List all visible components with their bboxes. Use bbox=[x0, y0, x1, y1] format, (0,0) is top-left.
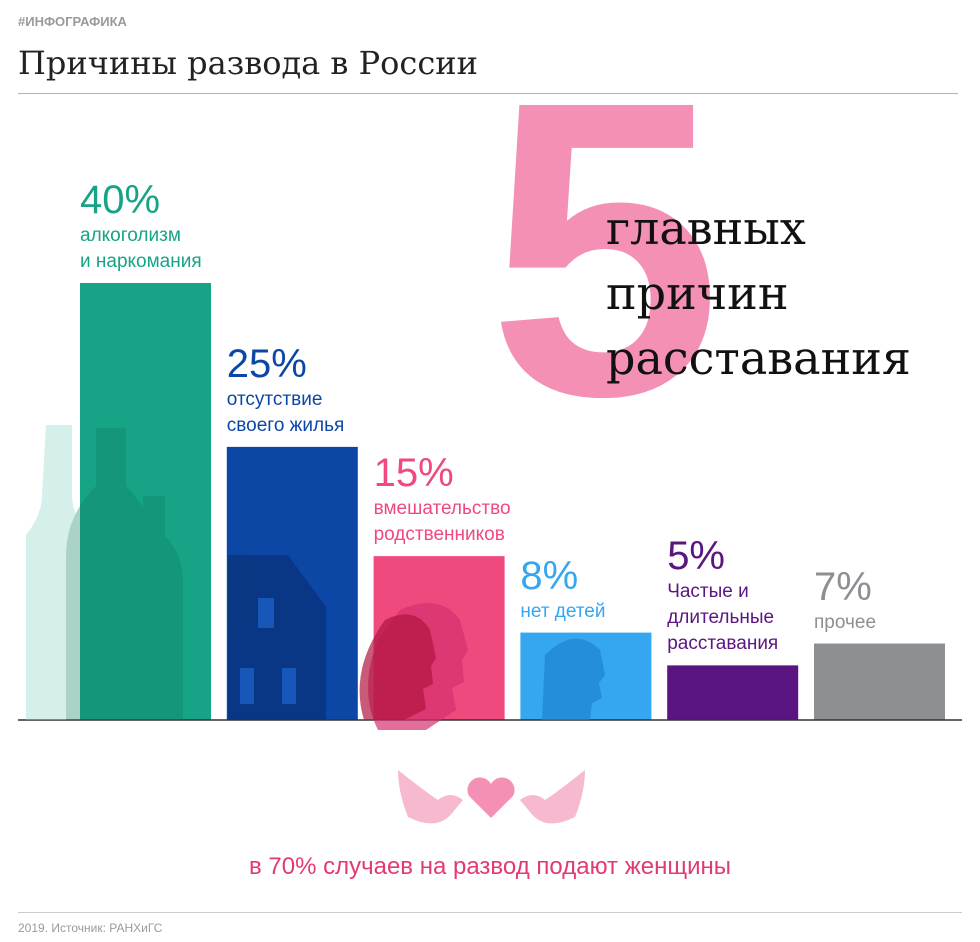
bar bbox=[814, 643, 945, 720]
title-rule bbox=[18, 93, 958, 94]
bar-label: 8% нет детей bbox=[520, 553, 720, 625]
category-label: Частые и длительные расставания bbox=[667, 581, 779, 655]
bar-label: 5% Частые и длительные расставания bbox=[667, 533, 867, 657]
source: 2019. Источник: РАНХиГС bbox=[18, 921, 163, 935]
headline-text: главных причин расставания bbox=[606, 201, 911, 385]
category-label: отсутствие своего жилья bbox=[226, 388, 345, 436]
tag: #ИНФОГРАФИКА bbox=[18, 14, 127, 29]
category-label: алкоголизм и наркомания bbox=[80, 225, 202, 272]
bar bbox=[520, 632, 652, 720]
value-label: 7% bbox=[814, 564, 872, 609]
bar bbox=[80, 283, 211, 720]
value-label: 15% bbox=[373, 451, 454, 496]
bar bbox=[373, 556, 505, 720]
category-label: вмешательство родственников bbox=[373, 498, 511, 546]
chart-title: Причины развода в России bbox=[18, 44, 478, 82]
bar bbox=[226, 446, 358, 720]
footer-rule bbox=[18, 912, 962, 913]
bar-label: 40% алкоголизм и наркомания bbox=[80, 177, 280, 275]
category-label: нет детей bbox=[520, 600, 606, 622]
bar-label: 7% прочее bbox=[814, 564, 980, 636]
footer-note: в 70% случаев на развод подают женщины bbox=[248, 853, 732, 880]
value-label: 25% bbox=[226, 341, 307, 386]
value-label: 40% bbox=[80, 178, 161, 222]
big-number: 5 bbox=[488, 15, 722, 484]
value-label: 8% bbox=[520, 553, 579, 598]
bar-label: 25% отсутствие своего жилья bbox=[227, 341, 427, 439]
bar-label: 15% вмешательство родственников bbox=[374, 450, 574, 548]
value-label: 5% bbox=[667, 534, 725, 579]
category-label: прочее bbox=[814, 611, 877, 633]
bar bbox=[667, 665, 799, 720]
